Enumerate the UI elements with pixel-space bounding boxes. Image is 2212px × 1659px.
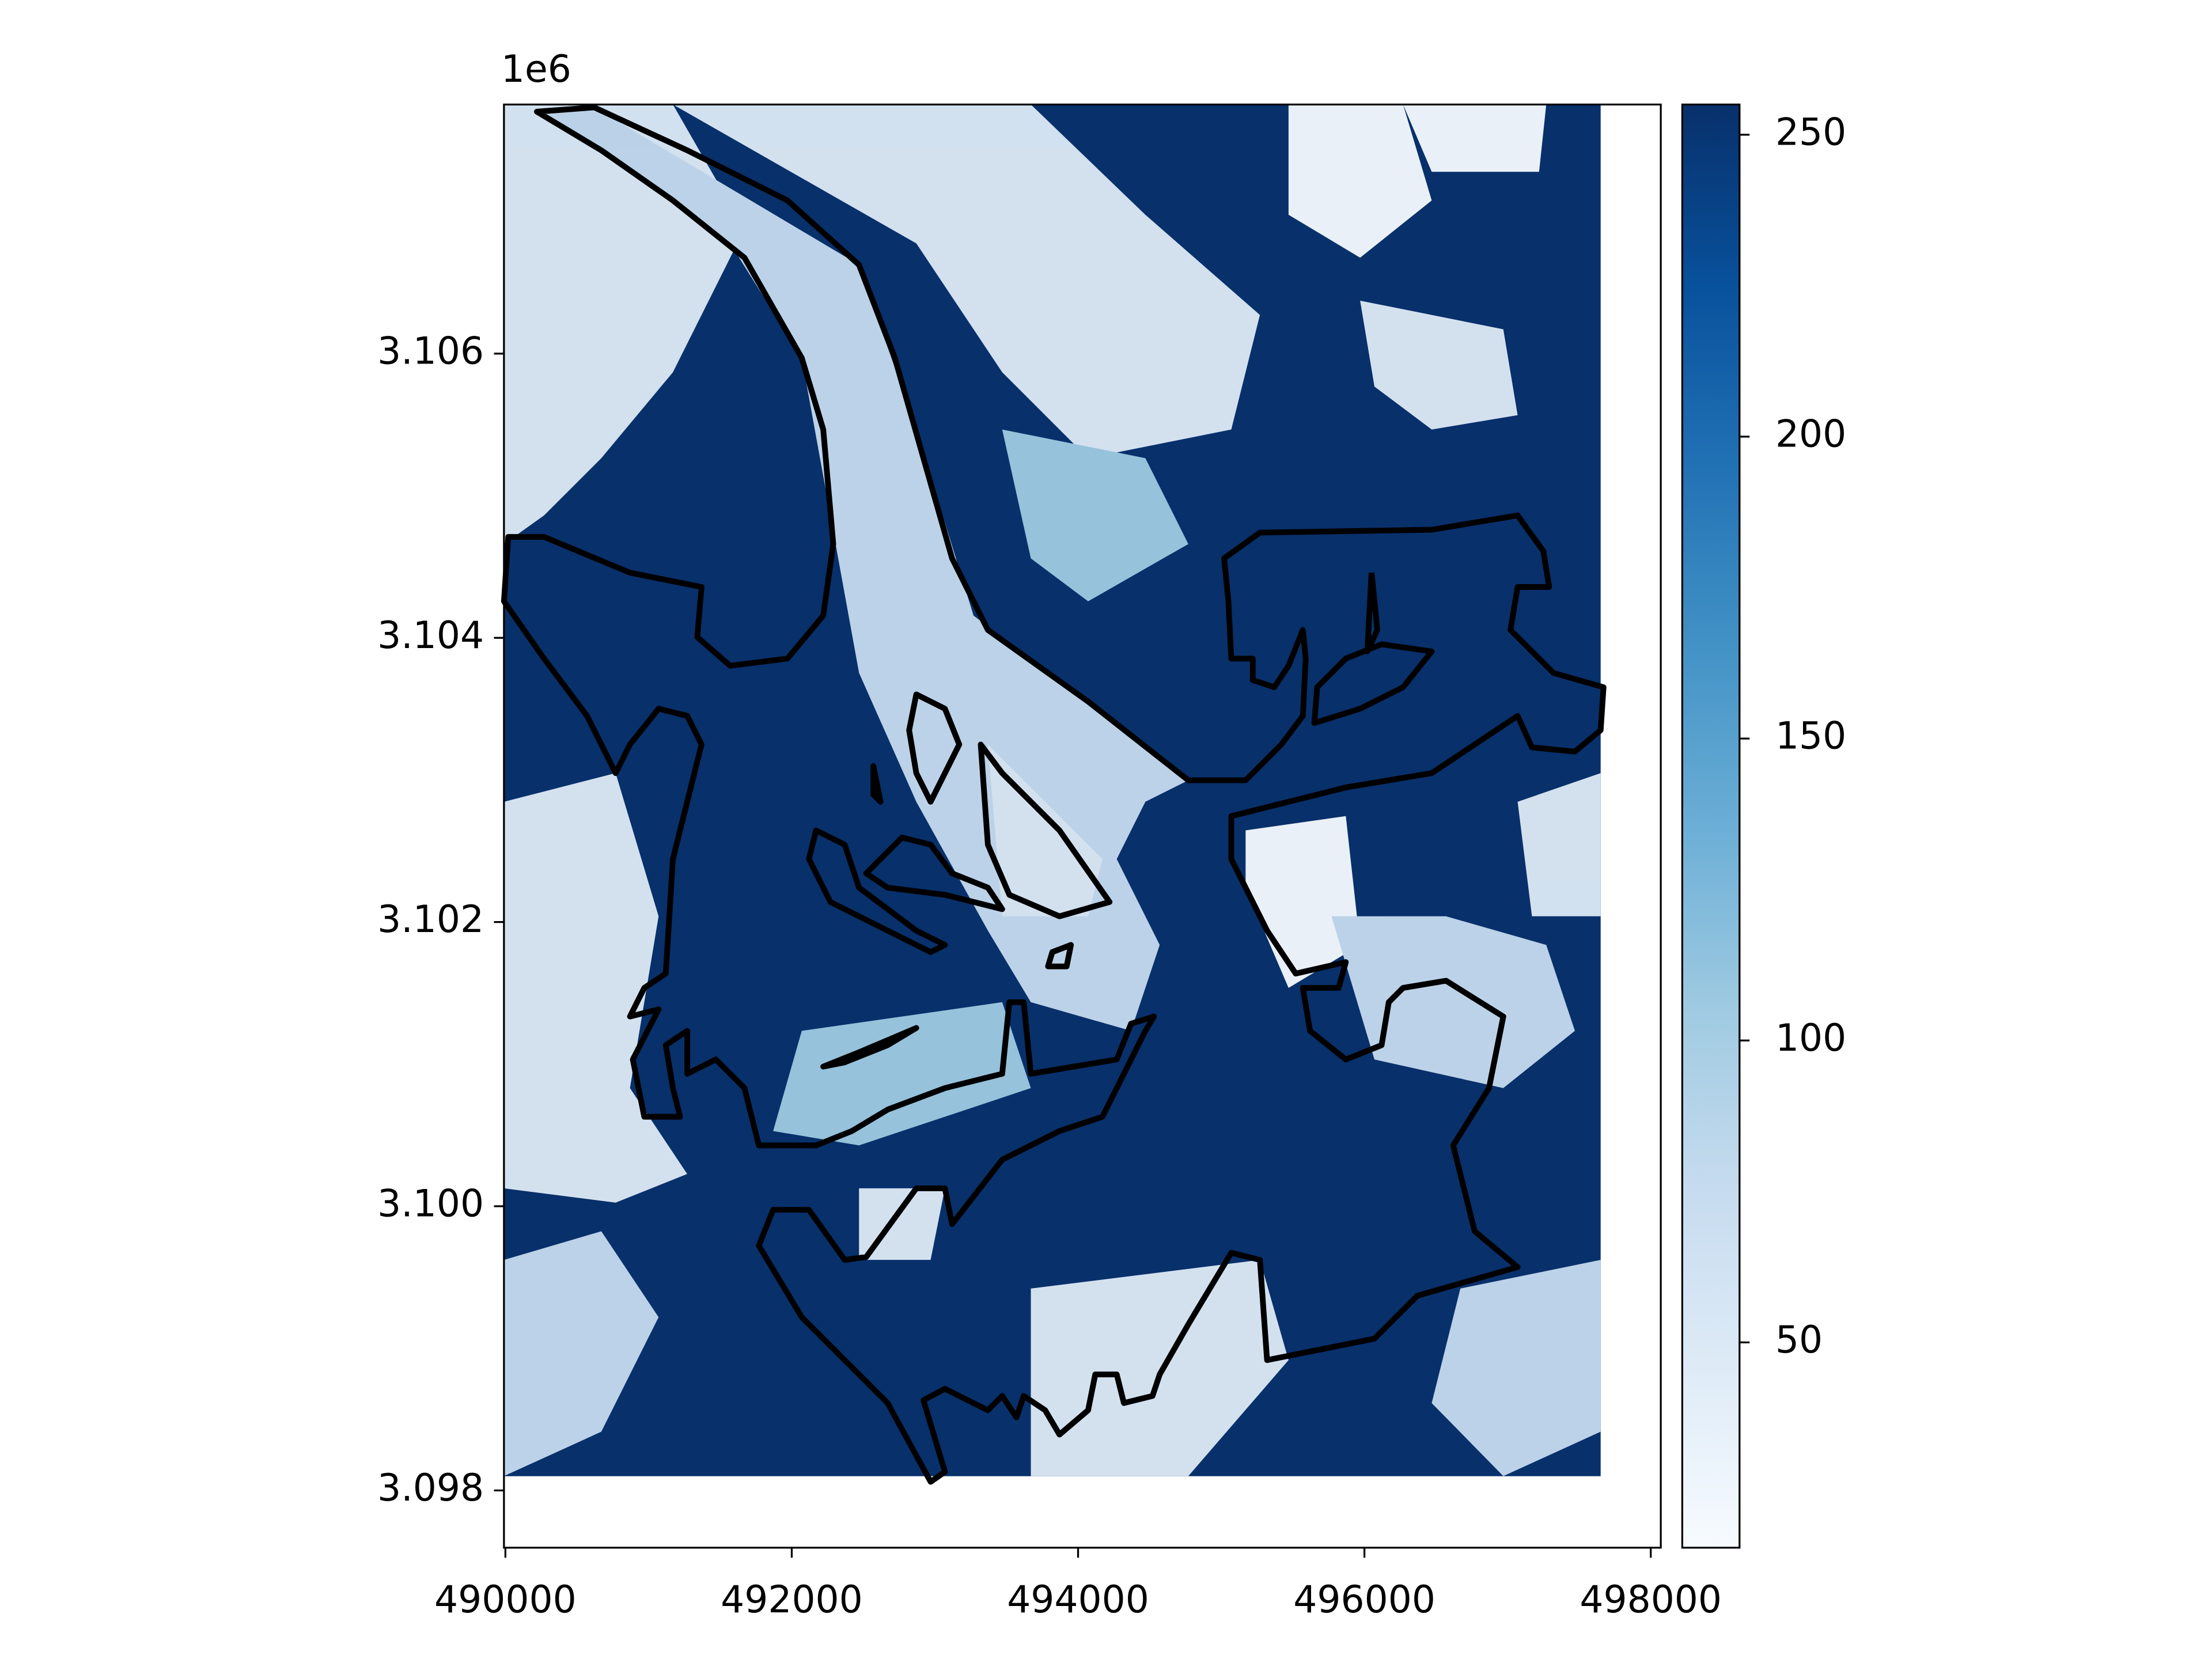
y-tick-label: 3.106 (377, 329, 484, 373)
colorbar-tick-label: 150 (1775, 715, 1846, 758)
x-tick-label: 498000 (1580, 1578, 1722, 1622)
offset-text: 1e6 (501, 48, 571, 91)
y-tick-label: 3.100 (377, 1183, 484, 1226)
x-tick-label: 496000 (1293, 1578, 1435, 1622)
y-tick-label: 3.102 (377, 898, 484, 941)
y-tick-label: 3.104 (377, 614, 484, 657)
x-tick-label: 494000 (1007, 1578, 1149, 1622)
colorbar-tick-label: 250 (1775, 111, 1846, 154)
axes-frame (503, 103, 1662, 1549)
x-tick-label: 492000 (721, 1578, 863, 1622)
colorbar-tick-label: 200 (1775, 413, 1846, 456)
glacier-outlines (501, 104, 1607, 1485)
y-tick-label: 3.098 (377, 1467, 484, 1510)
colorbar-tick-label: 50 (1775, 1319, 1823, 1362)
x-tick-label: 490000 (434, 1578, 577, 1622)
colorbar-tick-label: 100 (1775, 1017, 1846, 1060)
colorbar (1681, 103, 1741, 1549)
